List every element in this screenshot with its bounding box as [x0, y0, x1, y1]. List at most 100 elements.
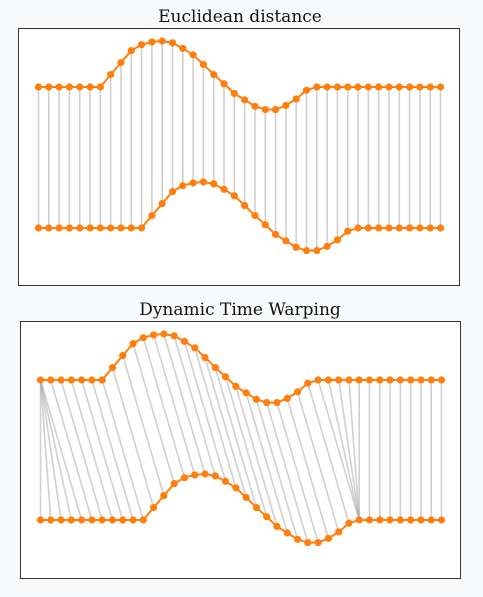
alignment-link: [245, 392, 289, 534]
alignment-link: [91, 379, 134, 521]
data-point: [364, 224, 372, 232]
data-point: [179, 182, 187, 190]
data-point: [241, 96, 249, 104]
data-point: [211, 472, 219, 480]
data-point: [88, 516, 96, 524]
data-point: [385, 83, 393, 91]
data-point: [273, 398, 281, 407]
plot-marks: [34, 37, 445, 255]
data-point: [242, 493, 250, 502]
data-point: [117, 59, 125, 67]
data-point: [437, 376, 446, 384]
data-point: [251, 102, 259, 110]
data-point: [45, 83, 53, 91]
data-point: [436, 224, 445, 232]
data-point: [189, 179, 197, 187]
data-point: [395, 224, 403, 232]
data-point: [191, 471, 199, 479]
data-point: [333, 83, 342, 91]
alignment-link: [214, 367, 258, 508]
data-point: [375, 83, 383, 91]
data-point: [417, 516, 425, 524]
data-point: [88, 376, 96, 384]
data-point: [230, 192, 238, 200]
data-point: [407, 376, 415, 384]
alignment-link: [183, 341, 227, 482]
data-point: [375, 224, 383, 232]
data-point: [210, 70, 218, 79]
data-point: [417, 376, 425, 384]
data-point: [365, 516, 374, 524]
data-point: [335, 376, 343, 384]
data-point: [313, 246, 321, 255]
plot-area: [18, 28, 460, 286]
alignment-link: [80, 379, 124, 521]
data-point: [36, 376, 45, 384]
series-line: [40, 472, 442, 544]
data-point: [137, 224, 146, 232]
alignment-link: [39, 379, 62, 521]
data-point: [160, 330, 168, 338]
data-point: [241, 201, 249, 210]
data-point: [160, 492, 168, 500]
data-point: [129, 340, 137, 348]
data-point: [354, 224, 362, 232]
data-point: [170, 480, 178, 488]
alignment-link: [39, 379, 52, 521]
alignment-link: [265, 402, 309, 543]
data-point: [199, 60, 208, 69]
data-point: [96, 83, 104, 91]
data-point: [263, 398, 271, 407]
data-point: [98, 516, 106, 524]
data-point: [180, 337, 189, 345]
data-point: [201, 470, 209, 478]
alignment-link: [39, 379, 83, 521]
alignment-link: [296, 391, 340, 533]
data-point: [313, 83, 321, 91]
data-point: [364, 83, 372, 91]
data-point: [365, 376, 374, 384]
data-point: [76, 224, 84, 232]
data-point: [252, 395, 261, 403]
data-point: [273, 522, 281, 531]
alignment-link: [50, 379, 93, 521]
data-point: [293, 388, 302, 396]
data-point: [55, 83, 63, 91]
data-point: [34, 83, 43, 91]
alignment-link: [39, 379, 73, 521]
data-point: [107, 224, 115, 232]
alignment-link: [152, 334, 196, 476]
alignment-link: [193, 347, 237, 489]
data-point: [344, 227, 352, 235]
data-point: [108, 516, 117, 524]
series-line: [38, 39, 441, 111]
data-point: [283, 529, 291, 537]
data-point: [261, 105, 269, 114]
data-point: [211, 363, 219, 372]
data-point: [405, 224, 414, 232]
data-point: [78, 376, 86, 384]
data-point: [263, 513, 271, 521]
data-point: [314, 538, 322, 547]
data-point: [335, 528, 343, 536]
data-point: [57, 516, 65, 524]
alignment-link: [317, 379, 361, 521]
alignment-link: [337, 379, 361, 521]
data-point: [232, 382, 240, 391]
data-point: [65, 224, 74, 232]
data-point: [302, 86, 311, 94]
alignment-link: [142, 337, 186, 478]
data-point: [220, 185, 228, 193]
data-point: [345, 376, 353, 384]
alignment-link: [163, 333, 206, 475]
series-line: [40, 332, 442, 404]
data-point: [220, 80, 228, 88]
data-point: [437, 516, 446, 524]
data-point: [119, 516, 127, 524]
data-point: [98, 376, 106, 384]
data-point: [355, 376, 363, 384]
panel-title: Dynamic Time Warping: [139, 300, 341, 320]
data-point: [221, 477, 230, 485]
